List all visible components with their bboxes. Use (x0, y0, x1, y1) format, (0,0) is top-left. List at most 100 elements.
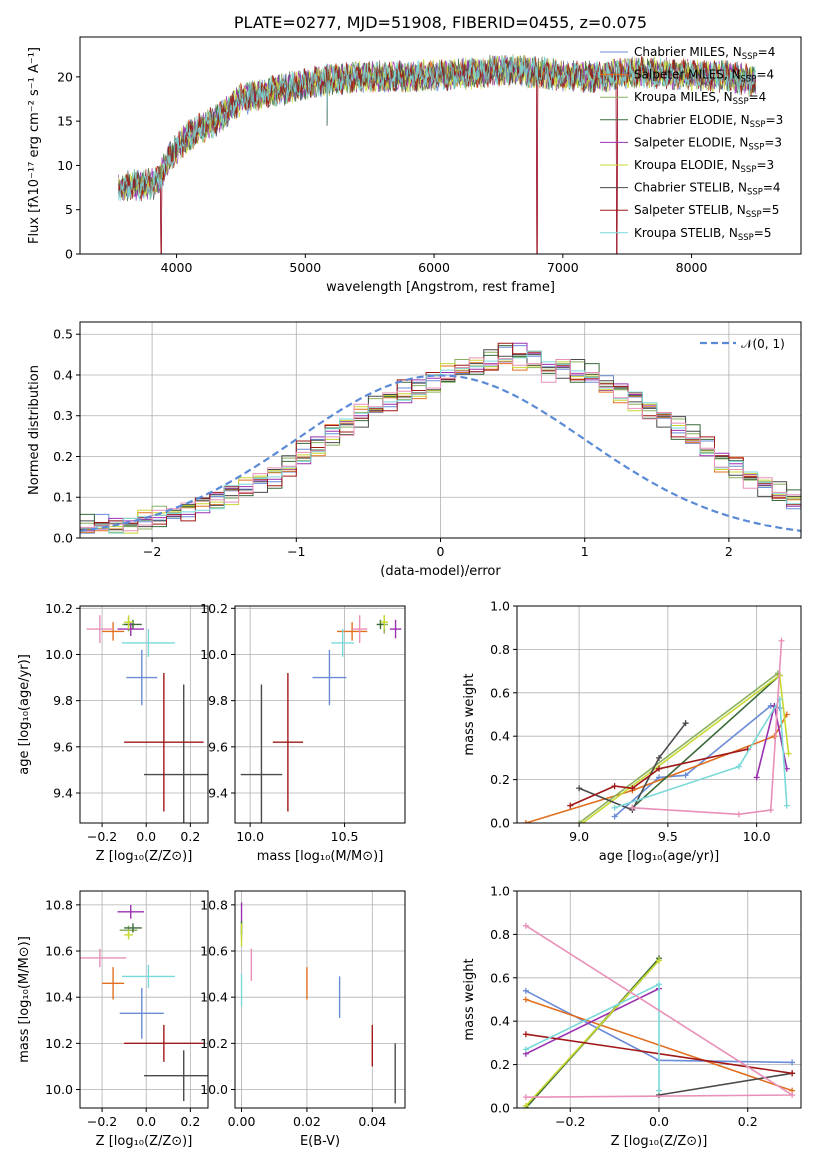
mass-weight-series (578, 672, 779, 823)
mass-weight-series (632, 640, 783, 816)
legend-sub: SSP (742, 52, 758, 62)
legend-entry: Chabrier MILES, NSSP=4 (634, 45, 775, 62)
mass-weight-marker (567, 802, 574, 809)
y-tick-label: 0.2 (53, 449, 73, 464)
mass-weight-marker (611, 804, 618, 811)
y-tick-label: 0.6 (490, 685, 510, 700)
y-axis-label: mass [log₁₀(M/M⊙)] (17, 936, 32, 1063)
data-point (80, 948, 127, 968)
x-axis-label: wavelength [Angstrom, rest frame] (326, 280, 555, 295)
error-bar-points (240, 902, 396, 1104)
mass-weight-marker (656, 765, 662, 772)
error-bar-points (86, 615, 208, 823)
x-axis-label: Z [log₁₀(Z/Z⊙)] (96, 1134, 193, 1149)
error-bar-points (80, 904, 208, 1102)
histogram-series (80, 350, 801, 534)
age-vs-mass-panel: 10.0 10.5 9.4 9.6 9.8 10.0 10.2 mass [log₁₀(M/M… (200, 601, 406, 864)
mass-weight-marker (522, 987, 529, 994)
mass-weight-marker (785, 750, 792, 757)
x-tick-label: 0.2 (180, 829, 200, 844)
data-point (102, 967, 125, 1000)
y-tick-label: 0.0 (490, 816, 510, 831)
x-tick-label: 0.0 (136, 1114, 156, 1129)
data-point (124, 923, 142, 933)
mass-weight-marker (522, 820, 529, 823)
y-tick-label: 10 (57, 158, 73, 173)
residual-histogram-panel: −2 −1 0 1 2 0.0 0.1 0.2 0.3 0.4 0.5 (data-model)/er… (27, 321, 802, 579)
mass-weight-marker (522, 1046, 529, 1053)
mass-weight-marker (656, 1087, 662, 1094)
ticks: 0.00 0.02 0.04 10.0 10.2 10.4 10.6 10.8 (200, 897, 386, 1129)
histogram-steps (80, 342, 801, 534)
data-point (124, 619, 142, 630)
legend-entry: Salpeter STELIB, NSSP=5 (634, 203, 779, 220)
y-tick-label: 1.0 (490, 599, 510, 614)
ticks: −0.2 0.0 0.2 0.0 0.2 0.4 0.6 0.8 1.0 (490, 884, 758, 1130)
data-point (126, 649, 158, 706)
mass-vs-ebv-panel: 0.00 0.02 0.04 10.0 10.2 10.4 10.6 10.8 E(B-V) (200, 890, 406, 1149)
mass-weight-marker (656, 754, 662, 761)
legend-label: Chabrier STELIB, N (634, 181, 747, 195)
histogram-series (80, 357, 801, 532)
data-point (121, 964, 175, 988)
y-tick-label: 0.4 (490, 1014, 510, 1029)
x-tick-label: 2 (725, 544, 733, 559)
legend-suffix: =3 (766, 113, 784, 127)
y-tick-label: 0.4 (53, 367, 73, 382)
y-tick-label: 0.2 (490, 772, 510, 787)
x-tick-label: 0 (437, 544, 445, 559)
mass-weight-marker (611, 813, 618, 820)
spectrum-lines (118, 53, 757, 254)
x-axis-label: Z [log₁₀(Z/Z⊙)] (96, 849, 193, 864)
spectrum-series-line (118, 56, 757, 254)
y-axis-label: mass weight (462, 673, 477, 755)
age-vs-z-panel: −0.2 0.0 0.2 9.4 9.6 9.8 10.0 10.2 Z [log₁₀(Z/Z⊙… (17, 601, 209, 864)
data-point (117, 904, 144, 919)
mass-weight-marker (771, 733, 778, 740)
legend-sub: SSP (741, 165, 757, 175)
x-axis-label: age [log₁₀(age/yr)] (599, 849, 720, 864)
x-tick-label: 4000 (161, 260, 193, 275)
x-tick-label: 6000 (418, 260, 450, 275)
mass-weight-marker (783, 802, 790, 809)
ticks: −0.2 0.0 0.2 10.0 10.2 10.4 10.6 10.8 (45, 897, 200, 1129)
y-tick-label: 0.6 (490, 970, 510, 985)
x-axis-label: Z [log₁₀(Z/Z⊙)] (611, 1134, 708, 1149)
y-tick-label: 10.6 (45, 944, 73, 959)
data-point (380, 615, 388, 630)
mass-weight-marker (522, 922, 529, 929)
spectrum-series-line (118, 54, 757, 254)
mass-weight-marker (656, 957, 662, 964)
legend-sub: SSP (748, 142, 764, 152)
y-tick-label: 0.3 (53, 408, 73, 423)
data-point (124, 615, 133, 630)
legend-suffix: =4 (758, 45, 776, 59)
x-tick-label: −2 (143, 544, 161, 559)
legend-sub: SSP (741, 75, 757, 85)
error-bar-points (240, 615, 402, 823)
legend-entry: 𝒩(0, 1) (741, 337, 785, 351)
y-tick-label: 0.8 (490, 927, 510, 942)
data-point (124, 1024, 204, 1062)
spectrum-series-line (118, 55, 757, 202)
data-point (144, 684, 208, 823)
legend-suffix: =4 (763, 181, 781, 195)
y-tick-label: 9.6 (208, 739, 228, 754)
y-tick-label: 1.0 (490, 884, 510, 899)
ticks: 9.0 9.5 10.0 0.0 0.2 0.4 0.6 0.8 1.0 (490, 599, 770, 845)
x-tick-label: −0.2 (555, 1114, 585, 1129)
mass-weight-marker (522, 996, 529, 1003)
mass-weight-marker (682, 772, 689, 779)
y-tick-label: 10.8 (45, 897, 73, 912)
y-tick-label: 10.4 (200, 990, 228, 1005)
legend-label: Salpeter ELODIE, N (634, 135, 748, 149)
legend-label: Chabrier MILES, N (634, 45, 742, 59)
y-tick-label: 10.6 (200, 944, 228, 959)
mass-weight-marker (735, 763, 742, 770)
y-tick-label: 10.0 (200, 647, 228, 662)
gridlines (80, 606, 208, 823)
mass-weight-series (582, 673, 790, 823)
mass-weight-series (614, 696, 788, 809)
mass-weight-series (631, 674, 781, 809)
y-tick-label: 9.8 (208, 693, 228, 708)
